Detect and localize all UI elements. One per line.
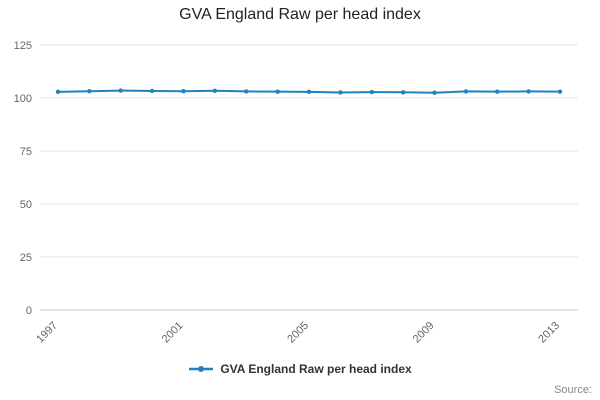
y-tick-label: 125 bbox=[14, 40, 32, 52]
data-point-marker[interactable] bbox=[338, 90, 343, 95]
data-point-marker[interactable] bbox=[463, 89, 469, 94]
data-point-marker[interactable] bbox=[275, 89, 280, 94]
source-label: Source: bbox=[554, 384, 592, 396]
x-tick-label: 2009 bbox=[411, 320, 437, 346]
data-point-marker[interactable] bbox=[212, 88, 218, 93]
x-tick-label: 2005 bbox=[285, 320, 311, 346]
data-point-marker[interactable] bbox=[244, 89, 249, 94]
y-tick-label: 50 bbox=[20, 199, 32, 211]
data-point-marker[interactable] bbox=[495, 89, 500, 94]
data-point-marker[interactable] bbox=[369, 89, 374, 95]
data-point-marker[interactable] bbox=[557, 89, 563, 94]
data-point-marker[interactable] bbox=[55, 89, 61, 95]
chart-title: GVA England Raw per head index bbox=[179, 6, 421, 23]
data-point-marker[interactable] bbox=[149, 88, 155, 94]
y-tick-label: 25 bbox=[20, 252, 32, 264]
line-chart: 0 25 50 75 100 125 1997 2001 2005 2009 2013 bbox=[14, 40, 578, 346]
y-tick-label: 100 bbox=[14, 93, 32, 105]
data-point-marker[interactable] bbox=[306, 89, 312, 95]
y-tick-label: 0 bbox=[26, 305, 32, 317]
data-point-marker[interactable] bbox=[118, 88, 123, 93]
data-point-marker[interactable] bbox=[400, 90, 406, 95]
data-point-marker[interactable] bbox=[432, 90, 437, 95]
data-point-marker[interactable] bbox=[87, 89, 92, 94]
legend-line-icon bbox=[189, 366, 214, 372]
data-point-marker[interactable] bbox=[526, 89, 531, 94]
x-tick-label: 1997 bbox=[34, 320, 60, 346]
x-tick-label: 2001 bbox=[160, 320, 186, 346]
legend-item[interactable]: GVA England Raw per head index bbox=[0, 362, 600, 376]
y-tick-label: 75 bbox=[20, 146, 32, 158]
legend-label: GVA England Raw per head index bbox=[220, 362, 412, 376]
x-tick-label: 2013 bbox=[536, 320, 562, 346]
data-point-marker[interactable] bbox=[181, 89, 186, 94]
